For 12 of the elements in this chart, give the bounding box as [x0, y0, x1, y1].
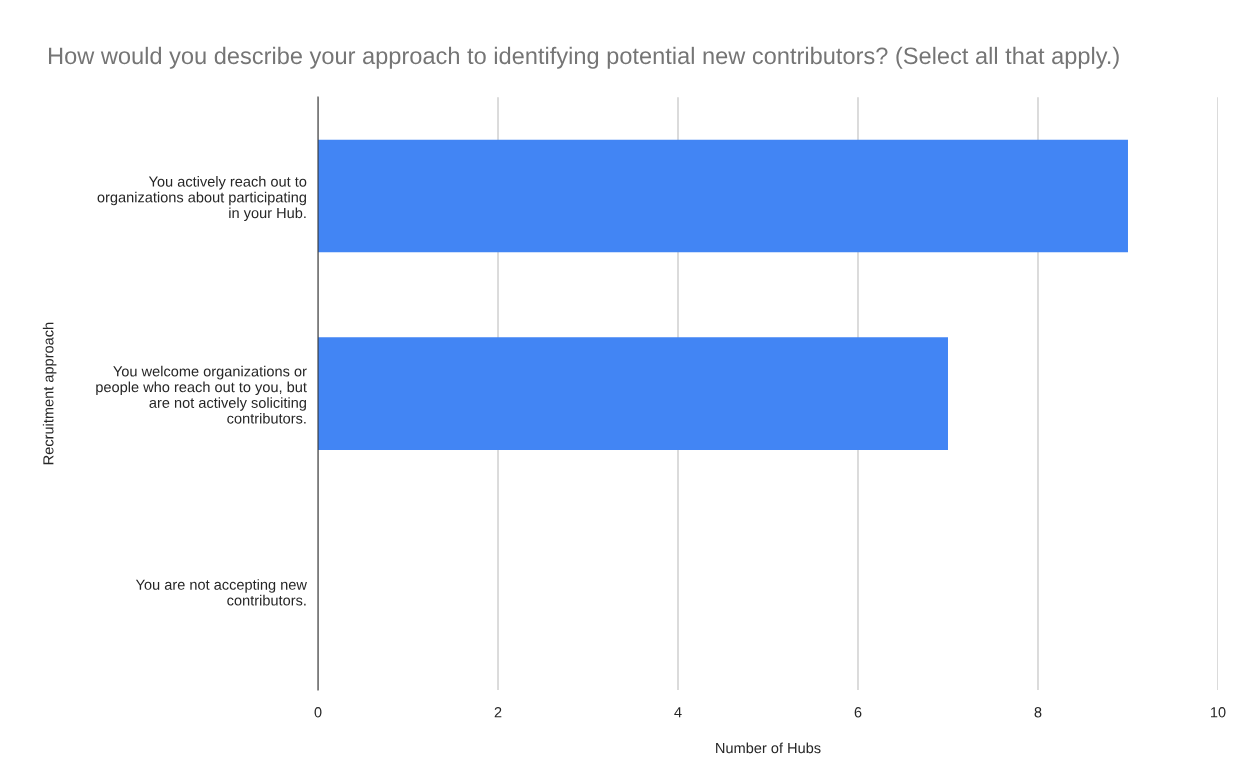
- x-tick-label: 4: [674, 707, 682, 718]
- y-tick-label: You welcome organizations or people who reach out to you, but are not actively soliciting contributors.: [96, 365, 307, 424]
- y-tick-label: You are not accepting new contributors.: [135, 579, 307, 606]
- x-axis-title: Number of Hubs: [716, 742, 821, 754]
- x-tick-label: 6: [854, 707, 862, 718]
- x-tick-label: 10: [1210, 707, 1226, 718]
- y-axis-title: Recruitment approach: [42, 322, 57, 465]
- x-tick-label: 2: [494, 707, 502, 718]
- chart-title: How would you describe your approach to identifying potential new contributors? (Select all that apply.): [49, 46, 1119, 69]
- y-tick-label: You actively reach out to organizations about participating in your Hub.: [97, 176, 307, 222]
- x-tick-label: 8: [1034, 707, 1042, 718]
- x-tick-label: 0: [314, 707, 322, 718]
